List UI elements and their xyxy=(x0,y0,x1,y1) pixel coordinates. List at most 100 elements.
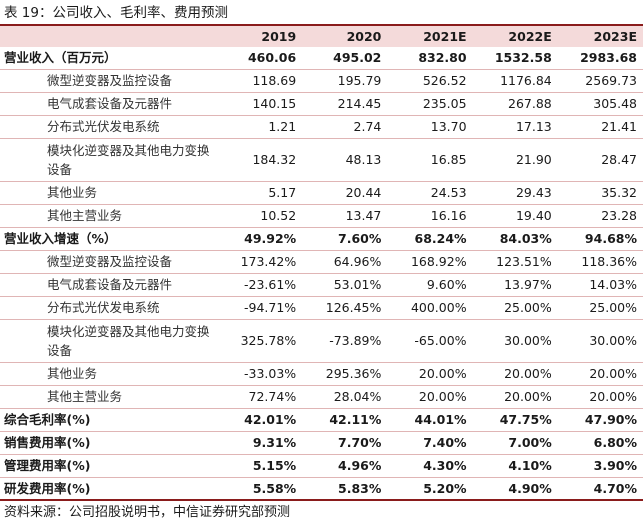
table-row: 营业收入（百万元） 460.06 495.02 832.80 1532.58 2983.6… xyxy=(0,47,643,69)
value-cell: 94.68% xyxy=(557,226,643,250)
value-cell: 20.00% xyxy=(472,361,558,385)
value-cell: 4.96% xyxy=(302,453,388,477)
row-label: 营业收入（百万元） xyxy=(4,50,117,66)
value-cell: 28.47 xyxy=(557,137,643,181)
financial-forecast-table: 2019 2020 2021E 2022E 2023E 营业收入（百万元） 460… xyxy=(0,26,643,500)
table-row: 其他业务 -33.03% 295.36% 20.00% 20.00% 20.00% xyxy=(0,361,643,385)
value-cell: 13.97% xyxy=(472,272,558,296)
row-label: 电气成套设备及元器件 xyxy=(0,91,218,115)
value-cell: 19.40 xyxy=(472,203,558,227)
value-cell: 23.28 xyxy=(557,203,643,227)
value-cell: 4.90% xyxy=(472,476,558,500)
column-header: 2019 xyxy=(217,26,303,47)
column-header: 2022E xyxy=(472,26,558,47)
value-cell: 44.01% xyxy=(387,407,473,431)
value-cell: 7.40% xyxy=(387,430,473,454)
row-label: 研发费用率(%) xyxy=(0,476,218,500)
row-label: 微型逆变器及监控设备 xyxy=(0,68,218,92)
value-cell: 21.90 xyxy=(472,137,558,181)
table-row: 微型逆变器及监控设备 118.69 195.79 526.52 1176.84 2569.… xyxy=(0,68,643,92)
value-cell: 7.00% xyxy=(472,430,558,454)
row-label: 模块化逆变器及其他电力变换设备 xyxy=(0,137,218,181)
value-cell: 5.15% xyxy=(217,453,303,477)
value-cell: 4.10% xyxy=(472,453,558,477)
value-cell: -33.03% xyxy=(217,361,303,385)
table-row: 其他业务 5.17 20.44 24.53 29.43 35.32 xyxy=(0,180,643,204)
value-cell: 140.15 xyxy=(217,91,303,115)
value-cell: 168.92% xyxy=(387,249,473,273)
value-cell: 48.13 xyxy=(302,137,388,181)
value-cell: -23.61% xyxy=(217,272,303,296)
value-cell: 3.90% xyxy=(557,453,643,477)
value-cell: 20.00% xyxy=(387,384,473,408)
value-cell: -73.89% xyxy=(302,318,388,362)
value-cell: 53.01% xyxy=(302,272,388,296)
value-cell: 400.00% xyxy=(387,295,473,319)
value-cell: 28.04% xyxy=(302,384,388,408)
value-cell: 1176.84 xyxy=(472,68,558,92)
value-cell: 2.74 xyxy=(302,114,388,138)
value-cell: 2983.68 xyxy=(580,50,637,66)
value-cell: 126.45% xyxy=(302,295,388,319)
value-cell: 5.17 xyxy=(217,180,303,204)
value-cell: 1.21 xyxy=(217,114,303,138)
value-cell: 42.01% xyxy=(217,407,303,431)
table-row: 其他主营业务 10.52 13.47 16.16 19.40 23.28 xyxy=(0,203,643,227)
value-cell: 1532.58 xyxy=(494,50,552,66)
value-cell: 25.00% xyxy=(557,295,643,319)
value-cell: 214.45 xyxy=(302,91,388,115)
value-cell: 30.00% xyxy=(557,318,643,362)
table-row: 营业收入增速（%） 49.92% 7.60% 68.24% 84.03% 94.68% xyxy=(0,226,643,250)
value-cell: 526.52 xyxy=(387,68,473,92)
row-label: 营业收入增速（%） xyxy=(0,226,218,250)
value-cell: 5.20% xyxy=(387,476,473,500)
row-label: 其他主营业务 xyxy=(0,384,218,408)
row-label: 管理费用率(%) xyxy=(0,453,218,477)
value-cell: 195.79 xyxy=(302,68,388,92)
value-cell: 21.41 xyxy=(557,114,643,138)
table-row: 销售费用率(%) 9.31% 7.70% 7.40% 7.00% 6.80% xyxy=(0,430,643,454)
value-cell: 20.00% xyxy=(472,384,558,408)
row-label: 模块化逆变器及其他电力变换设备 xyxy=(0,318,218,362)
value-cell: 2569.73 xyxy=(557,68,643,92)
row-label: 综合毛利率(%) xyxy=(0,407,218,431)
value-cell: 495.02 xyxy=(333,50,382,66)
value-cell: 235.05 xyxy=(387,91,473,115)
row-label: 其他业务 xyxy=(0,180,218,204)
top-rule xyxy=(0,24,643,26)
value-cell: 84.03% xyxy=(472,226,558,250)
table-row: 模块化逆变器及其他电力变换设备 325.78% -73.89% -65.00% 30.0… xyxy=(0,318,643,362)
value-cell: -94.71% xyxy=(217,295,303,319)
value-cell: 10.52 xyxy=(217,203,303,227)
table-row: 其他主营业务 72.74% 28.04% 20.00% 20.00% 20.00% xyxy=(0,384,643,408)
table-row: 电气成套设备及元器件 -23.61% 53.01% 9.60% 13.97% 14.03% xyxy=(0,272,643,296)
row-label: 其他主营业务 xyxy=(0,203,218,227)
value-cell: 20.00% xyxy=(557,361,643,385)
value-cell: 5.83% xyxy=(302,476,388,500)
value-cell: 4.30% xyxy=(387,453,473,477)
value-cell: 16.85 xyxy=(387,137,473,181)
value-cell: 9.60% xyxy=(387,272,473,296)
table-row: 分布式光伏发电系统 -94.71% 126.45% 400.00% 25.00% 25.0… xyxy=(0,295,643,319)
value-cell: -65.00% xyxy=(387,318,473,362)
value-cell: 14.03% xyxy=(557,272,643,296)
table-row: 研发费用率(%) 5.58% 5.83% 5.20% 4.90% 4.70% xyxy=(0,476,643,500)
row-label: 其他业务 xyxy=(0,361,218,385)
value-cell: 118.69 xyxy=(217,68,303,92)
value-cell: 7.60% xyxy=(302,226,388,250)
table-row: 模块化逆变器及其他电力变换设备 184.32 48.13 16.85 21.90 28.4… xyxy=(0,137,643,181)
value-cell: 13.70 xyxy=(387,114,473,138)
value-cell: 24.53 xyxy=(387,180,473,204)
value-cell: 20.00% xyxy=(387,361,473,385)
value-cell: 17.13 xyxy=(472,114,558,138)
value-cell: 20.00% xyxy=(557,384,643,408)
table-row: 管理费用率(%) 5.15% 4.96% 4.30% 4.10% 3.90% xyxy=(0,453,643,477)
value-cell: 7.70% xyxy=(302,430,388,454)
header-label-cell xyxy=(0,26,218,47)
column-header: 2020 xyxy=(302,26,388,47)
bottom-rule xyxy=(0,499,643,501)
value-cell: 72.74% xyxy=(217,384,303,408)
row-label: 分布式光伏发电系统 xyxy=(0,295,218,319)
value-cell: 20.44 xyxy=(302,180,388,204)
table-row: 分布式光伏发电系统 1.21 2.74 13.70 17.13 21.41 xyxy=(0,114,643,138)
